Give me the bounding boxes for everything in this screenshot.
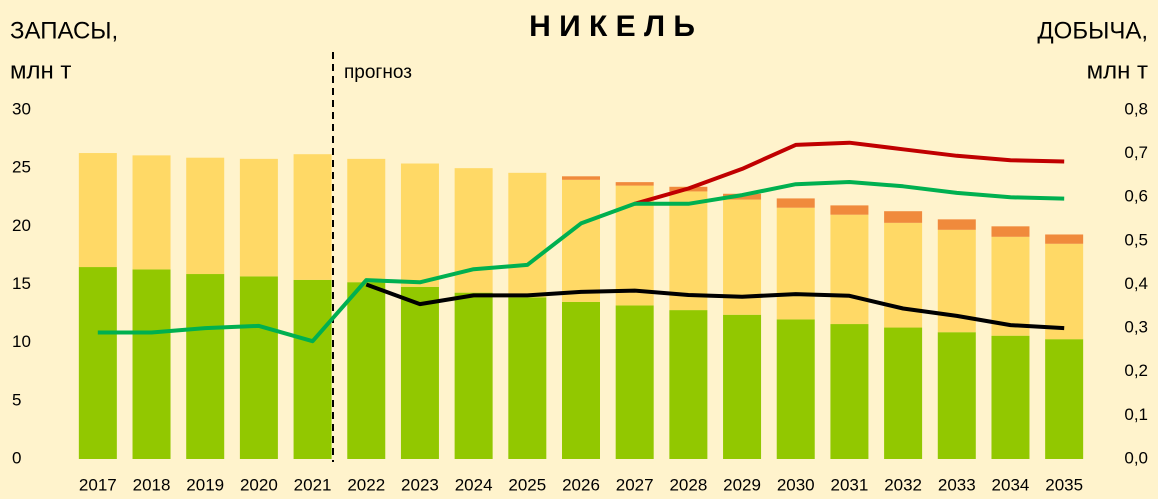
x-tick-label: 2027	[616, 475, 654, 494]
bar-segment	[508, 172, 547, 298]
y2-tick-label: 0,7	[1124, 143, 1148, 162]
y-tick-label: 30	[12, 99, 31, 118]
bar-segment	[1045, 339, 1084, 459]
x-tick-label: 2026	[562, 475, 600, 494]
y-tick-label: 20	[12, 216, 31, 235]
bar-segment	[830, 205, 869, 215]
y-tick-label: 5	[12, 390, 21, 409]
bar-segment	[991, 236, 1030, 336]
bar-segment	[132, 155, 171, 270]
bar-segment	[669, 310, 708, 459]
x-tick-label: 2020	[240, 475, 278, 494]
x-tick-label: 2023	[401, 475, 439, 494]
y-label: ЗАПАСЫ,	[10, 17, 118, 44]
y2-tick-label: 0,4	[1124, 274, 1148, 293]
y-tick-label: 10	[12, 332, 31, 351]
y2-tick-label: 0,1	[1124, 405, 1148, 424]
bar-segment	[776, 207, 815, 320]
y2-tick-label: 0,2	[1124, 361, 1148, 380]
y-tick-label: 15	[12, 274, 31, 293]
bar-segment	[884, 211, 923, 223]
x-tick-label: 2031	[831, 475, 869, 494]
y-label: млн т	[10, 57, 71, 84]
bar-segment	[615, 305, 654, 459]
bar-segment	[239, 158, 278, 277]
x-tick-label: 2028	[669, 475, 707, 494]
bar-segment	[508, 297, 547, 459]
line	[97, 180, 1065, 344]
bar-segment	[562, 179, 600, 302]
y2-tick-label: 0,5	[1124, 230, 1148, 249]
bar-segment	[78, 153, 117, 268]
bar-segment	[293, 154, 332, 280]
bar-segment	[776, 198, 815, 208]
line	[634, 140, 1065, 206]
bar-segment	[830, 324, 869, 459]
bar-segment	[400, 163, 439, 287]
bar-segment	[776, 319, 815, 459]
bar-segment	[669, 191, 708, 311]
bar-segment	[830, 214, 869, 325]
bar-segment	[723, 314, 762, 459]
bar-segment	[186, 274, 225, 459]
bar-segment	[562, 301, 600, 459]
y2-label: ДОБЫЧА,	[1037, 17, 1148, 44]
annotation: прогноз	[344, 62, 412, 83]
bar-segment	[78, 267, 117, 459]
bar-segment	[562, 176, 600, 180]
x-tick-label: 2032	[884, 475, 922, 494]
y2-label: млн т	[1087, 57, 1148, 84]
x-tick-label: 2017	[79, 475, 117, 494]
x-tick-label: 2022	[347, 475, 385, 494]
bar-segment	[1045, 243, 1084, 340]
x-tick-label: 2021	[294, 475, 332, 494]
bar-segment	[347, 282, 386, 459]
bar-segment	[937, 332, 976, 459]
bar-segment	[186, 157, 225, 275]
bar-segment	[454, 292, 493, 459]
bar-segment	[937, 219, 976, 230]
y2-tick-label: 0,3	[1124, 318, 1148, 337]
bar-segment	[1045, 234, 1084, 244]
x-tick-label: 2035	[1045, 475, 1083, 494]
x-tick-label: 2019	[186, 475, 224, 494]
bar-segment	[884, 327, 923, 459]
x-tick-label: 2029	[723, 475, 761, 494]
x-tick-label: 2018	[133, 475, 171, 494]
x-tick-label: 2030	[777, 475, 815, 494]
bar-segment	[615, 182, 654, 186]
bar-segment	[400, 286, 439, 459]
line	[365, 282, 1065, 331]
bar-segment	[991, 335, 1030, 459]
bar-segment	[991, 226, 1030, 237]
y2-tick-label: 0,8	[1124, 99, 1148, 118]
y-tick-label: 0	[12, 448, 21, 467]
x-tick-label: 2025	[508, 475, 546, 494]
bar-segment	[132, 269, 171, 459]
y2-tick-label: 0,0	[1124, 448, 1148, 467]
x-tick-label: 2034	[992, 475, 1030, 494]
x-tick-label: 2033	[938, 475, 976, 494]
bar-segment	[293, 279, 332, 459]
chart-title: Н И К Е Л Ь	[529, 10, 695, 43]
x-tick-label: 2024	[455, 475, 493, 494]
y2-tick-label: 0,6	[1124, 187, 1148, 206]
y-tick-label: 25	[12, 158, 31, 177]
bar-segment	[239, 276, 278, 459]
bar-segment	[347, 158, 386, 283]
